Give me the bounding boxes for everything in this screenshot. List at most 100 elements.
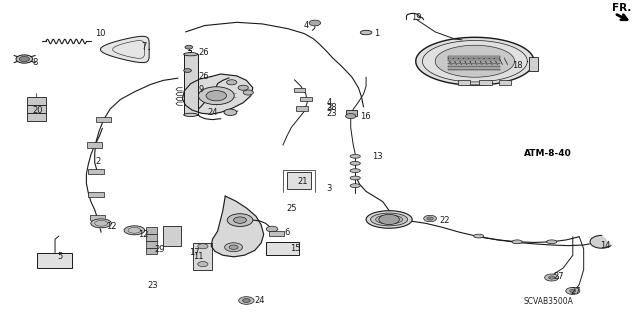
Text: 3: 3	[326, 104, 332, 113]
Bar	[448, 63, 500, 64]
Ellipse shape	[376, 215, 403, 224]
Text: 26: 26	[198, 72, 209, 81]
Text: 8: 8	[32, 58, 37, 67]
Text: 16: 16	[360, 112, 371, 121]
Text: 12: 12	[106, 222, 116, 231]
Circle shape	[427, 217, 433, 220]
Text: SCVAB3500A: SCVAB3500A	[524, 297, 573, 306]
Bar	[448, 69, 500, 70]
Circle shape	[570, 289, 576, 293]
Bar	[37, 253, 72, 268]
Bar	[96, 117, 111, 122]
Bar	[346, 110, 357, 116]
Circle shape	[243, 299, 250, 302]
Ellipse shape	[547, 240, 557, 244]
Polygon shape	[182, 74, 253, 114]
Ellipse shape	[512, 240, 522, 244]
Text: 23: 23	[147, 281, 158, 290]
Circle shape	[198, 262, 208, 267]
Text: 24: 24	[207, 108, 218, 117]
Circle shape	[243, 90, 253, 95]
Bar	[448, 66, 500, 67]
Text: FR.: FR.	[612, 3, 632, 13]
Circle shape	[309, 20, 321, 26]
Bar	[88, 169, 104, 174]
Circle shape	[16, 55, 33, 63]
Text: 22: 22	[439, 216, 449, 225]
Text: ATM-8-40: ATM-8-40	[524, 149, 572, 158]
Text: 25: 25	[287, 204, 297, 213]
Text: 12: 12	[138, 230, 148, 239]
Text: 26: 26	[198, 48, 209, 57]
Text: 4: 4	[304, 21, 309, 30]
Ellipse shape	[350, 154, 360, 158]
Circle shape	[198, 87, 234, 105]
Ellipse shape	[366, 211, 412, 228]
Bar	[87, 142, 102, 148]
Text: 23: 23	[326, 109, 337, 118]
Circle shape	[238, 85, 248, 90]
Bar	[448, 56, 500, 58]
Text: 5: 5	[58, 252, 63, 261]
Ellipse shape	[474, 234, 484, 238]
Circle shape	[185, 45, 193, 49]
Text: 2: 2	[96, 157, 101, 166]
Circle shape	[227, 80, 237, 85]
Bar	[27, 97, 46, 105]
Circle shape	[227, 214, 253, 226]
Bar	[529, 57, 538, 71]
Circle shape	[545, 274, 559, 281]
Text: 13: 13	[372, 152, 383, 161]
Text: 20: 20	[32, 106, 42, 115]
Text: 27: 27	[553, 272, 564, 281]
Ellipse shape	[350, 184, 360, 188]
Text: 15: 15	[291, 244, 301, 253]
Polygon shape	[211, 196, 264, 257]
Polygon shape	[100, 36, 149, 63]
Ellipse shape	[350, 169, 360, 173]
Text: 27: 27	[571, 287, 582, 296]
Bar	[287, 172, 311, 189]
Bar	[27, 113, 46, 121]
Bar	[27, 105, 46, 113]
Circle shape	[225, 243, 243, 252]
Text: 4: 4	[326, 98, 332, 107]
Ellipse shape	[371, 213, 408, 226]
Text: 9: 9	[198, 85, 204, 94]
Text: 18: 18	[512, 61, 523, 70]
Bar	[294, 88, 305, 92]
Text: 6: 6	[285, 228, 290, 237]
Bar	[458, 80, 470, 85]
Polygon shape	[91, 219, 111, 228]
Circle shape	[229, 245, 238, 249]
Circle shape	[548, 276, 555, 279]
Circle shape	[184, 69, 191, 72]
Text: 1: 1	[374, 29, 380, 38]
Text: 7: 7	[141, 42, 146, 51]
Circle shape	[266, 226, 278, 232]
Circle shape	[566, 287, 580, 294]
Text: 24: 24	[255, 296, 265, 305]
Ellipse shape	[350, 161, 360, 165]
Bar	[88, 192, 104, 197]
Bar	[184, 54, 198, 115]
Bar	[266, 242, 299, 255]
Circle shape	[206, 91, 227, 101]
Circle shape	[346, 114, 356, 119]
Bar	[300, 97, 312, 101]
Polygon shape	[435, 45, 515, 77]
Text: 3: 3	[326, 184, 332, 193]
Ellipse shape	[360, 30, 372, 35]
Polygon shape	[124, 226, 145, 235]
Text: 28: 28	[326, 103, 337, 112]
Polygon shape	[590, 235, 611, 248]
Circle shape	[234, 217, 246, 223]
Bar	[193, 243, 212, 270]
Text: 14: 14	[600, 241, 611, 250]
Circle shape	[379, 214, 399, 225]
Bar	[296, 107, 308, 110]
Circle shape	[239, 297, 254, 304]
Text: 11: 11	[193, 252, 204, 261]
Text: 29: 29	[155, 245, 165, 254]
Bar	[163, 226, 181, 246]
